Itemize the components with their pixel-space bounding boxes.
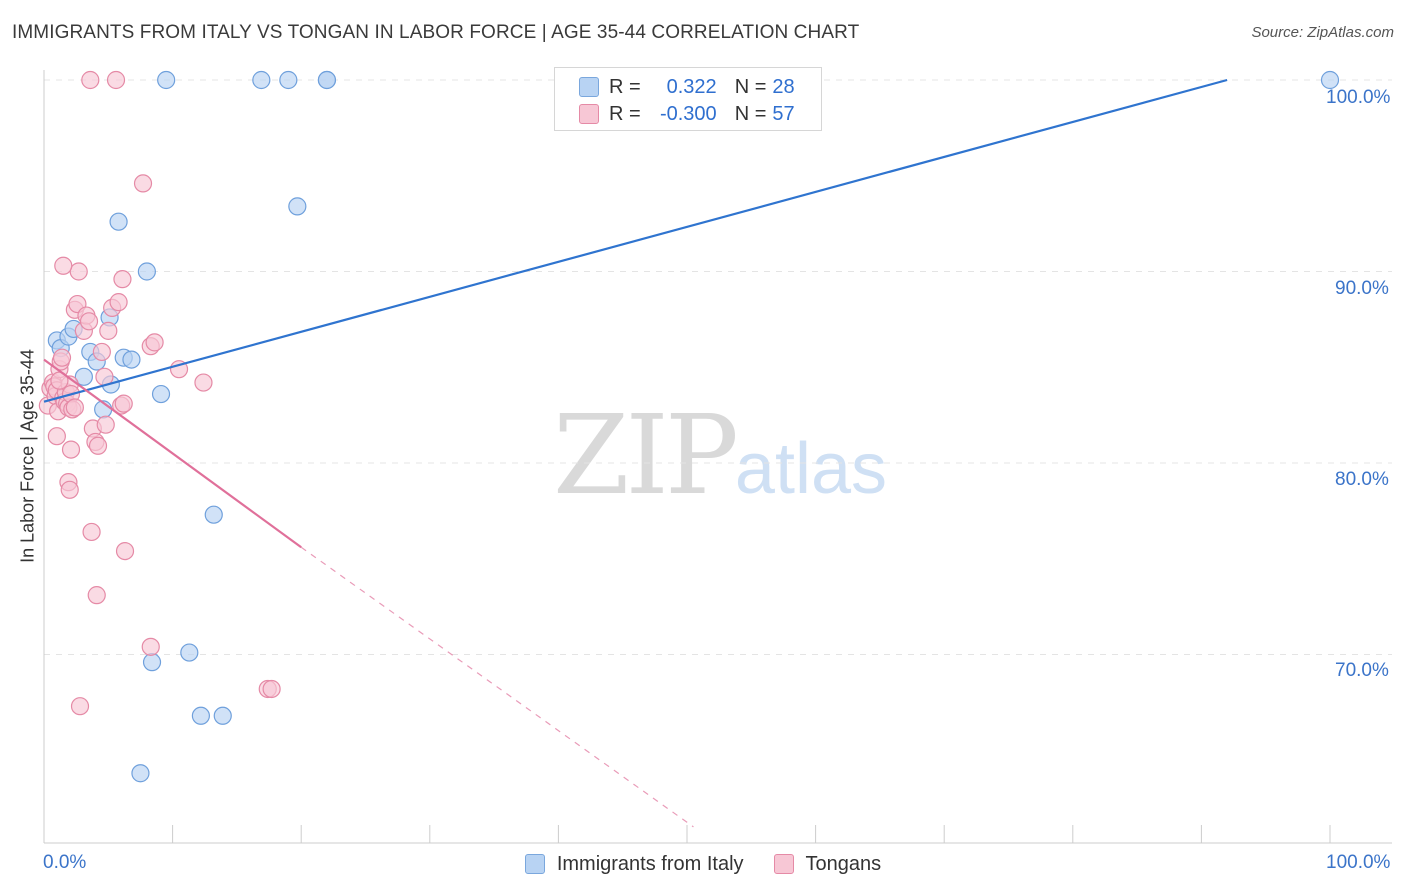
italy-point	[74, 367, 93, 386]
tongan-point	[96, 415, 115, 434]
legend-r-value: 0.322	[666, 75, 717, 98]
tongan-point	[54, 256, 73, 275]
legend-n-value: 28	[772, 75, 795, 98]
italy-point	[204, 505, 223, 524]
tongan-point	[61, 440, 81, 459]
y-tick-label-100: 100.0%	[1326, 87, 1391, 108]
legend-r-value: -0.300	[659, 102, 717, 125]
tongan-point	[109, 293, 128, 312]
series-legend: Immigrants from Italy Tongans	[0, 851, 1406, 877]
legend-n-label: N =	[734, 102, 767, 125]
tongan-point	[60, 480, 79, 499]
legend-item-tongans[interactable]: Tongans	[773, 852, 882, 876]
legend-item-italy[interactable]: Immigrants from Italy	[524, 852, 744, 876]
legend-r-label: R =	[609, 102, 641, 125]
legend-n-label: N =	[734, 75, 767, 98]
tongan-swatch-icon	[579, 104, 599, 124]
tongan-point	[262, 679, 281, 699]
tongan-point	[47, 427, 66, 446]
y-tick-label-90: 90.0%	[1335, 278, 1389, 299]
tongan-point	[106, 70, 126, 90]
italy-point	[131, 764, 150, 783]
italy-swatch-icon	[579, 77, 599, 97]
legend-r-label: R =	[609, 75, 641, 98]
tongan-point	[79, 312, 99, 331]
italy-point	[191, 706, 210, 725]
italy-point	[279, 70, 298, 90]
italy-trend-line	[43, 78, 1228, 403]
tongan-point	[87, 586, 106, 605]
italy-point	[151, 384, 171, 404]
chart-source: Source: ZipAtlas.com	[1251, 24, 1394, 41]
tongan-point	[82, 522, 101, 542]
tongan-point	[70, 697, 90, 716]
tongan-point	[65, 398, 84, 417]
tongan-point	[81, 70, 100, 90]
y-tick-label-70: 70.0%	[1335, 660, 1389, 681]
tongan-point	[69, 262, 88, 281]
tongan-point	[88, 436, 108, 455]
correlation-legend: R = 0.322 N = 28 R = -0.300 N = 57	[554, 67, 822, 131]
italy-point	[109, 212, 128, 231]
italy-point	[252, 70, 271, 90]
tongan-point	[99, 321, 118, 340]
italy-point	[1320, 70, 1340, 90]
tongan-point	[133, 174, 153, 193]
y-axis-label: In Labor Force | Age 35-44	[17, 349, 38, 563]
legend-n-value: 57	[772, 102, 795, 125]
tongan-trend-line	[43, 358, 302, 549]
legend-item-label: Immigrants from Italy	[556, 852, 744, 875]
chart-title: IMMIGRANTS FROM ITALY VS TONGAN IN LABOR…	[12, 22, 860, 43]
legend-row-italy: R = 0.322 N = 28	[579, 74, 795, 100]
x-tick-label-100: 100.0%	[1326, 852, 1391, 873]
tongan-point	[141, 637, 160, 656]
tongan-trend-extension	[300, 546, 694, 828]
tongan-point	[114, 394, 133, 413]
y-tick-label-80: 80.0%	[1335, 469, 1389, 490]
legend-item-label: Tongans	[805, 852, 882, 875]
italy-legend-swatch-icon	[524, 854, 545, 874]
italy-point	[157, 70, 176, 90]
legend-row-tongan: R = -0.300 N = 57	[579, 101, 795, 127]
italy-point	[142, 653, 162, 672]
tongan-point	[113, 270, 132, 289]
tongan-point	[145, 333, 164, 352]
tongan-point	[115, 541, 135, 561]
x-tick-label-0: 0.0%	[43, 852, 87, 873]
italy-point	[317, 70, 337, 90]
tongan-legend-swatch-icon	[773, 854, 794, 874]
italy-point	[213, 706, 232, 725]
italy-point	[180, 643, 199, 662]
italy-point	[288, 197, 307, 216]
tongan-point	[194, 373, 213, 392]
tongan-point	[92, 342, 111, 362]
tongan-point	[52, 348, 72, 367]
italy-point	[137, 262, 156, 281]
italy-point	[122, 350, 141, 369]
